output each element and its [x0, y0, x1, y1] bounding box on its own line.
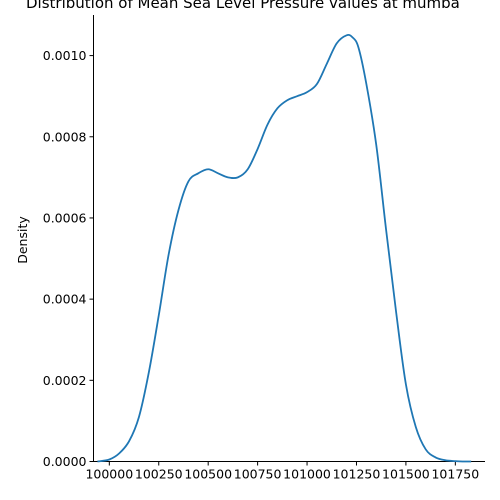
- x-tick-label: 101500: [382, 467, 430, 482]
- x-axis: 100000 100250 100500 100750 101000 101250 1015…: [85, 461, 485, 482]
- y-tick-label: 0.0000: [43, 454, 87, 469]
- y-axis: 0.0000 0.0002 0.0004 0.0006 0.0008 0.0010: [43, 15, 94, 469]
- x-tick-label: 101000: [283, 467, 331, 482]
- plot-area: [97, 34, 472, 463]
- x-tick-label: 101750: [431, 467, 479, 482]
- x-tick-label: 100500: [184, 467, 232, 482]
- density-curve: [97, 34, 472, 463]
- x-tick-label: 101250: [333, 467, 381, 482]
- x-tick-label: 100250: [135, 467, 183, 482]
- chart-title: Distribution of Mean Sea Level Pressure …: [26, 0, 460, 12]
- y-tick-label: 0.0004: [43, 292, 87, 307]
- y-tick-label: 0.0010: [43, 48, 87, 63]
- x-tick-label: 100000: [85, 467, 133, 482]
- y-axis-label: Density: [15, 216, 30, 264]
- x-tick-label: 100750: [234, 467, 282, 482]
- y-tick-label: 0.0008: [43, 129, 87, 144]
- y-tick-label: 0.0002: [43, 373, 87, 388]
- y-tick-label: 0.0006: [43, 210, 87, 225]
